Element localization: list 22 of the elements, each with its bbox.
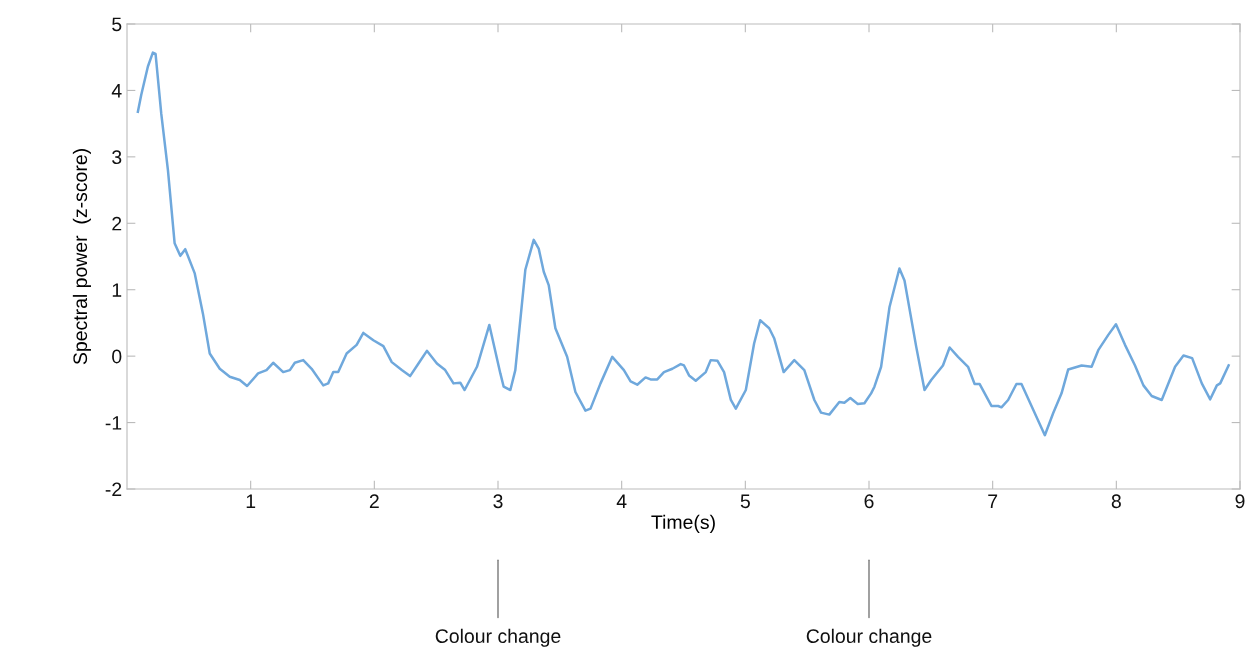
annotation: Colour change — [806, 628, 932, 647]
y-axis-title: Spectral power (z-score) — [72, 149, 91, 365]
x-tick-label: 4 — [616, 494, 627, 508]
y-tick-label: -2 — [105, 482, 122, 497]
x-tick-label: 9 — [1235, 494, 1245, 509]
y-tick-label: 2 — [112, 216, 122, 231]
y-tick-label: -1 — [105, 416, 122, 430]
line-series — [136, 51, 1230, 437]
y-tick-label: 0 — [112, 349, 122, 364]
x-tick-label: 5 — [740, 494, 750, 509]
x-tick-label: 8 — [1111, 494, 1121, 509]
x-tick-label: 1 — [246, 494, 256, 508]
x-axis-title: Time(s) — [651, 514, 715, 533]
y-tick-label: 3 — [112, 150, 122, 165]
x-tick-label: 6 — [864, 494, 874, 509]
x-tick-label: 7 — [988, 494, 998, 508]
y-tick-label: 4 — [111, 84, 122, 98]
y-tick-label: 5 — [112, 17, 122, 32]
y-tick-label: 1 — [112, 283, 122, 297]
x-tick-label: 2 — [369, 494, 379, 508]
annotation: Colour change — [435, 628, 561, 647]
x-tick-label: 3 — [493, 494, 503, 509]
